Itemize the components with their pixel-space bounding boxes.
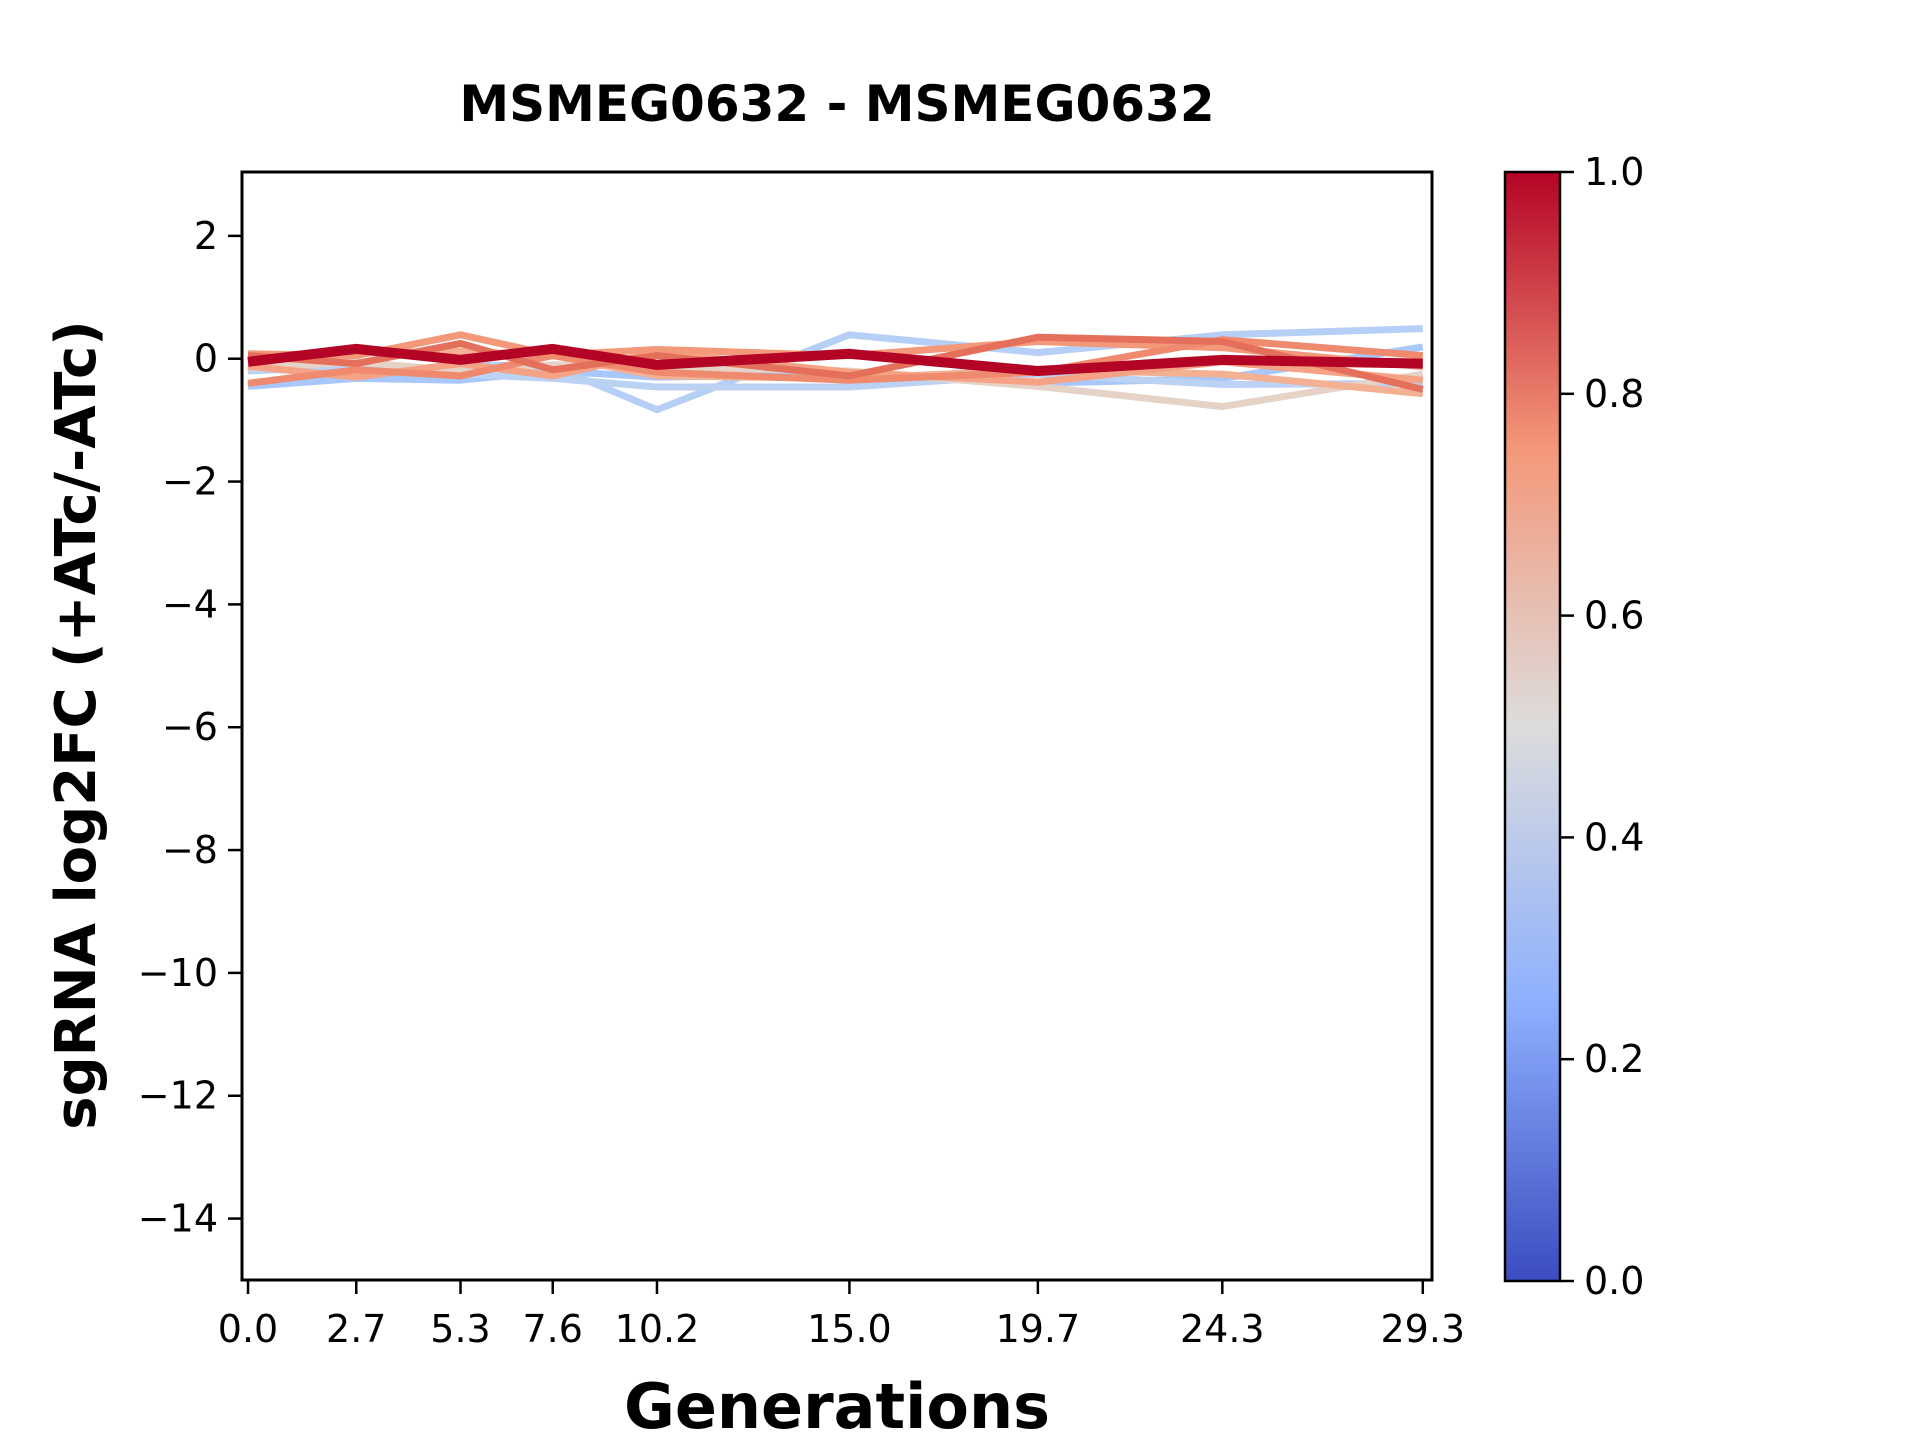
x-tick-label: 15.0	[807, 1307, 892, 1351]
y-tick-label: −12	[138, 1074, 218, 1118]
x-tick-label: 19.7	[996, 1307, 1081, 1351]
x-tick-label: 0.0	[218, 1307, 278, 1351]
series-line-sgRNA-10	[247, 343, 1423, 376]
y-tick-label: −10	[138, 951, 218, 995]
colorbar-tick-label: 0.8	[1584, 372, 1644, 416]
x-tick-label: 29.3	[1380, 1307, 1465, 1351]
series-lines	[247, 325, 1424, 414]
x-tick-label: 10.2	[615, 1307, 700, 1351]
colorbar-tick-label: 0.6	[1584, 594, 1644, 638]
x-axis-ticks: 0.0 2.7 5.3 7.6 10.2 15.0 19.7 24.3 29.3	[218, 1280, 1465, 1351]
x-tick-label: 24.3	[1180, 1307, 1265, 1351]
y-axis-label: sgRNA log2FC (+ATc/-ATc)	[44, 320, 109, 1130]
chart-title: MSMEG0632 - MSMEG0632	[459, 75, 1214, 133]
colorbar-tick-label: 0.4	[1584, 815, 1644, 859]
colorbar-tick-label: 0.2	[1584, 1037, 1644, 1081]
y-tick-label: −8	[162, 828, 218, 872]
y-tick-label: −4	[162, 582, 218, 626]
colorbar-ticks: 0.0 0.2 0.4 0.6 0.8 1.0	[1560, 150, 1644, 1303]
y-tick-label: 2	[194, 214, 218, 258]
series-line-sgRNA-08	[247, 336, 1424, 387]
colorbar-tick-label: 1.0	[1584, 150, 1644, 194]
x-tick-label: 2.7	[326, 1307, 386, 1351]
y-tick-label: −2	[162, 460, 218, 504]
y-tick-label: −6	[162, 705, 218, 749]
y-tick-label: 0	[194, 337, 218, 381]
colorbar	[1503, 170, 1562, 1283]
colorbar-tick-label: 0.0	[1584, 1259, 1644, 1303]
x-axis-label: Generations	[624, 1370, 1050, 1440]
x-tick-label: 5.3	[430, 1307, 490, 1351]
y-tick-label: −14	[138, 1197, 218, 1241]
x-tick-label: 7.6	[523, 1307, 583, 1351]
y-axis-ticks: 2 0 −2 −4 −6 −8 −10 −12 −14	[138, 214, 242, 1241]
